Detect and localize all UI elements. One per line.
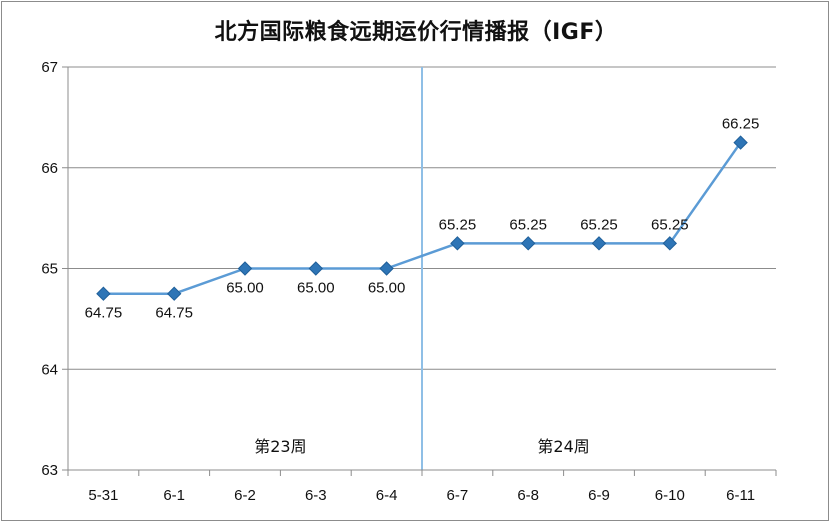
x-tick-label: 6-11 <box>726 487 755 504</box>
week-label: 第23周 <box>254 437 306 456</box>
data-point-marker <box>520 236 536 251</box>
x-tick-label: 6-2 <box>234 487 256 504</box>
y-tick-label: 66 <box>41 160 58 177</box>
data-point-marker <box>166 286 182 301</box>
data-point-marker <box>308 261 324 276</box>
data-label: 65.25 <box>439 216 477 233</box>
y-tick-label: 63 <box>41 462 58 479</box>
week-label: 第24周 <box>537 437 589 456</box>
data-label: 66.25 <box>722 116 760 133</box>
data-label: 64.75 <box>155 305 193 322</box>
x-tick-label: 5-31 <box>88 487 118 504</box>
y-tick-label: 65 <box>41 261 58 278</box>
data-label: 65.00 <box>226 280 264 297</box>
data-point-marker <box>662 236 678 251</box>
x-tick-label: 6-9 <box>588 487 610 504</box>
data-label: 65.00 <box>297 280 335 297</box>
x-tick-label: 6-4 <box>376 487 398 504</box>
x-tick-label: 6-3 <box>305 487 327 504</box>
x-tick-label: 6-8 <box>517 487 539 504</box>
x-tick-label: 6-10 <box>655 487 685 504</box>
y-tick-label: 67 <box>41 59 58 76</box>
data-label: 65.25 <box>509 216 547 233</box>
x-tick-label: 6-7 <box>447 487 469 504</box>
data-point-marker <box>96 286 111 301</box>
data-point-marker <box>379 261 394 276</box>
data-point-marker <box>733 135 748 150</box>
y-tick-label: 64 <box>41 361 58 378</box>
data-point-marker <box>591 236 607 251</box>
series-line <box>103 141 742 295</box>
data-point-marker <box>237 261 253 276</box>
data-label: 65.00 <box>368 280 406 297</box>
x-tick-label: 6-1 <box>163 487 185 504</box>
data-label: 65.25 <box>651 216 689 233</box>
data-label: 65.25 <box>580 216 618 233</box>
data-point-marker <box>450 236 465 251</box>
chart-title: 北方国际粮食远期运价行情播报（IGF） <box>214 20 618 45</box>
data-label: 64.75 <box>85 305 123 322</box>
